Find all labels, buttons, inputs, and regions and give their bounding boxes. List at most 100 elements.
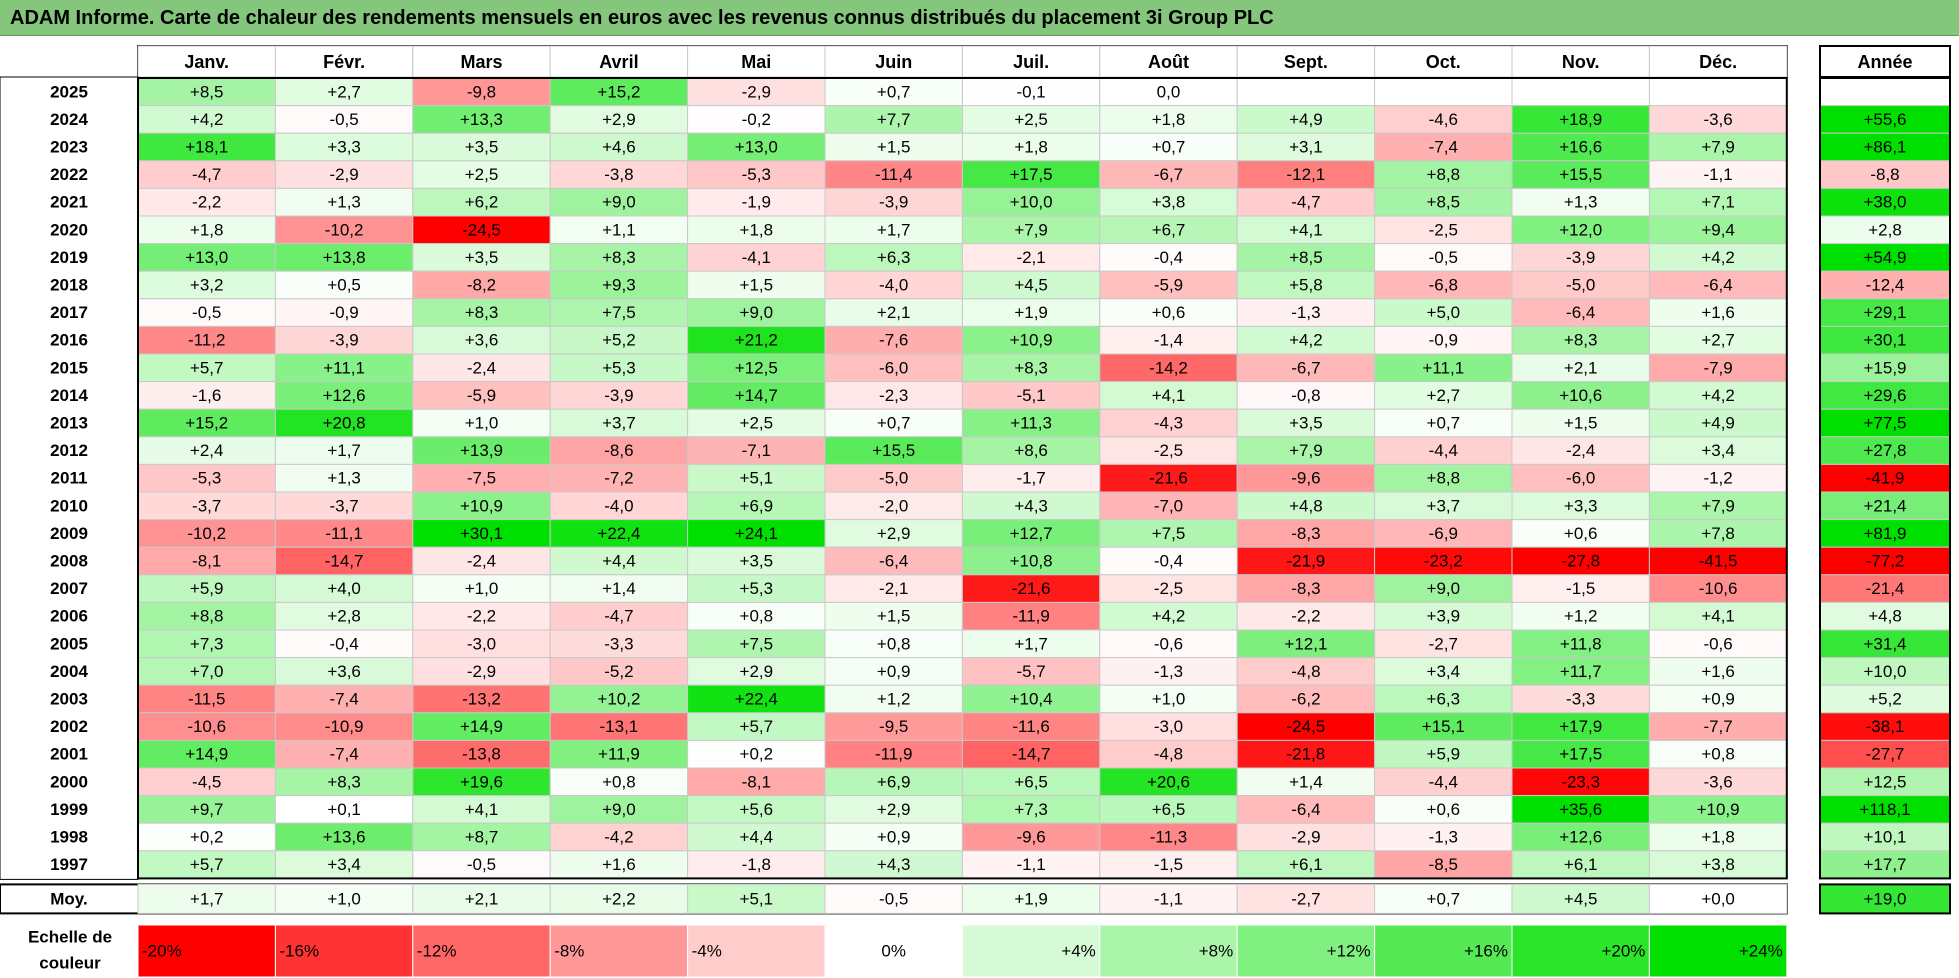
heatmap-cell (1648, 491, 1788, 521)
heatmap-cell (687, 712, 826, 741)
heatmap-cell (1099, 822, 1238, 852)
scale-label-line1: Echelle de (28, 928, 112, 947)
heatmap-cell-value: -11,5 (188, 690, 226, 709)
heatmap-cell-value: +4,9 (1701, 414, 1735, 433)
heatmap-cell (412, 215, 551, 245)
heatmap-cell-value: +6,1 (1289, 855, 1323, 874)
heatmap-cell-value: +0,5 (327, 276, 361, 295)
month-header-label: Mai (741, 52, 771, 72)
annual-cell-value: +12,5 (1863, 772, 1906, 791)
month-header-label: Oct. (1426, 52, 1461, 72)
heatmap-cell (687, 160, 826, 189)
average-cell-value: +0,7 (1427, 889, 1461, 908)
heatmap-cell (412, 491, 551, 521)
heatmap-cell-value: +7,5 (1152, 524, 1186, 543)
heatmap-cell (1236, 243, 1376, 272)
heatmap-cell-value: -11,6 (1012, 717, 1050, 736)
heatmap-cell-value: -0,4 (329, 634, 358, 653)
heatmap-cell-value: -21,6 (1149, 469, 1188, 488)
heatmap-cell-value: -6,9 (1429, 524, 1458, 543)
heatmap-cell (1099, 325, 1238, 355)
heatmap-cell-value: +10,6 (1559, 386, 1602, 405)
heatmap-cell-value: +4,4 (602, 552, 636, 571)
heatmap-cell-value: +22,4 (735, 690, 778, 709)
heatmap-cell-value: -1,3 (1154, 662, 1183, 681)
heatmap-cell (1511, 629, 1650, 659)
heatmap-cell-value: -11,4 (875, 165, 913, 184)
scale-label-line2: couleur (39, 954, 101, 973)
heatmap-cell (1511, 77, 1650, 107)
heatmap-cell (824, 105, 963, 134)
heatmap-cell (824, 215, 963, 245)
heatmap-cell-value: +13,0 (185, 248, 228, 267)
heatmap-cell-value: -9,8 (467, 82, 496, 101)
heatmap-cell (961, 850, 1101, 879)
heatmap-cell-value: +0,6 (1152, 303, 1186, 322)
heatmap-cell-value: +3,2 (190, 276, 224, 295)
heatmap-cell (1374, 77, 1513, 107)
row-year-label: 2017 (50, 303, 88, 322)
heatmap-cell (961, 132, 1101, 162)
heatmap-cell-value: -3,3 (1566, 690, 1595, 709)
heatmap-cell (961, 491, 1101, 521)
heatmap-cell (412, 574, 551, 603)
annual-cell (1819, 381, 1951, 410)
heatmap-cell-value: +7,9 (1701, 496, 1735, 515)
row-year-label: 2004 (50, 662, 88, 681)
heatmap-cell-value: +17,5 (1559, 745, 1602, 764)
heatmap-cell (687, 187, 826, 217)
heatmap-cell (824, 270, 963, 300)
annual-cell-value: +27,8 (1863, 441, 1906, 460)
heatmap-cell-value: +6,9 (740, 496, 774, 515)
year-column-border (0, 76, 139, 880)
heatmap-cell-value: +17,9 (1559, 717, 1602, 736)
heatmap-cell-value: -4,7 (192, 165, 221, 184)
heatmap-cell (1648, 408, 1788, 438)
annual-cell-value: +17,7 (1863, 855, 1906, 874)
month-header-cell (1648, 45, 1788, 78)
heatmap-cell (137, 463, 276, 493)
heatmap-cell-value: +11,7 (1560, 662, 1602, 681)
heatmap-cell-value: +13,6 (323, 828, 366, 847)
heatmap-cell-value: -7,5 (467, 469, 496, 488)
month-header-cell (824, 45, 963, 78)
heatmap-cell (1511, 601, 1650, 631)
heatmap-cell (687, 298, 826, 327)
heatmap-cell (549, 298, 689, 327)
heatmap-cell-value: +4,9 (1289, 110, 1323, 129)
row-year-label: 2005 (50, 634, 88, 653)
heatmap-cell-value: +7,9 (1289, 441, 1323, 460)
heatmap-cell-value: -4,6 (1429, 110, 1458, 129)
heatmap-cell-value: +8,3 (602, 248, 636, 267)
heatmap-cell (549, 601, 689, 631)
heatmap-cell-value: +1,7 (327, 441, 361, 460)
heatmap-cell (1511, 657, 1650, 686)
heatmap-cell-value: +10,0 (1010, 193, 1053, 212)
heatmap-cell (274, 850, 414, 879)
heatmap-cell (961, 381, 1101, 410)
heatmap-cell-value: -8,1 (192, 552, 221, 571)
heatmap-cell-value: -11,9 (1012, 607, 1050, 626)
heatmap-cell-value: +20,6 (1147, 772, 1190, 791)
heatmap-cell-value: -3,6 (1703, 110, 1732, 129)
heatmap-cell-value: +1,0 (465, 579, 499, 598)
heatmap-cell-value: +0,2 (740, 745, 774, 764)
heatmap-cell-value: +11,8 (1560, 634, 1602, 653)
row-year-label: 2025 (50, 82, 88, 101)
heatmap-cell-value: +9,0 (740, 303, 774, 322)
annual-cell-value: -21,4 (1866, 579, 1905, 598)
heatmap-cell-value: -2,9 (329, 165, 358, 184)
heatmap-cell (1511, 463, 1650, 493)
average-annual-cell (1819, 883, 1951, 915)
heatmap-cell (824, 325, 963, 355)
annual-cell-value: +38,0 (1863, 193, 1906, 212)
heatmap-cell-value: -10,9 (325, 717, 364, 736)
heatmap-cell-value: +0,8 (740, 607, 774, 626)
scale-swatch (1236, 924, 1376, 978)
heatmap-cell (824, 795, 963, 824)
heatmap-cell (824, 491, 963, 521)
heatmap-cell-value: +1,7 (1014, 634, 1048, 653)
heatmap-cell-value: +10,9 (460, 496, 503, 515)
heatmap-cell-value: -0,4 (1154, 248, 1183, 267)
heatmap-cell (687, 601, 826, 631)
